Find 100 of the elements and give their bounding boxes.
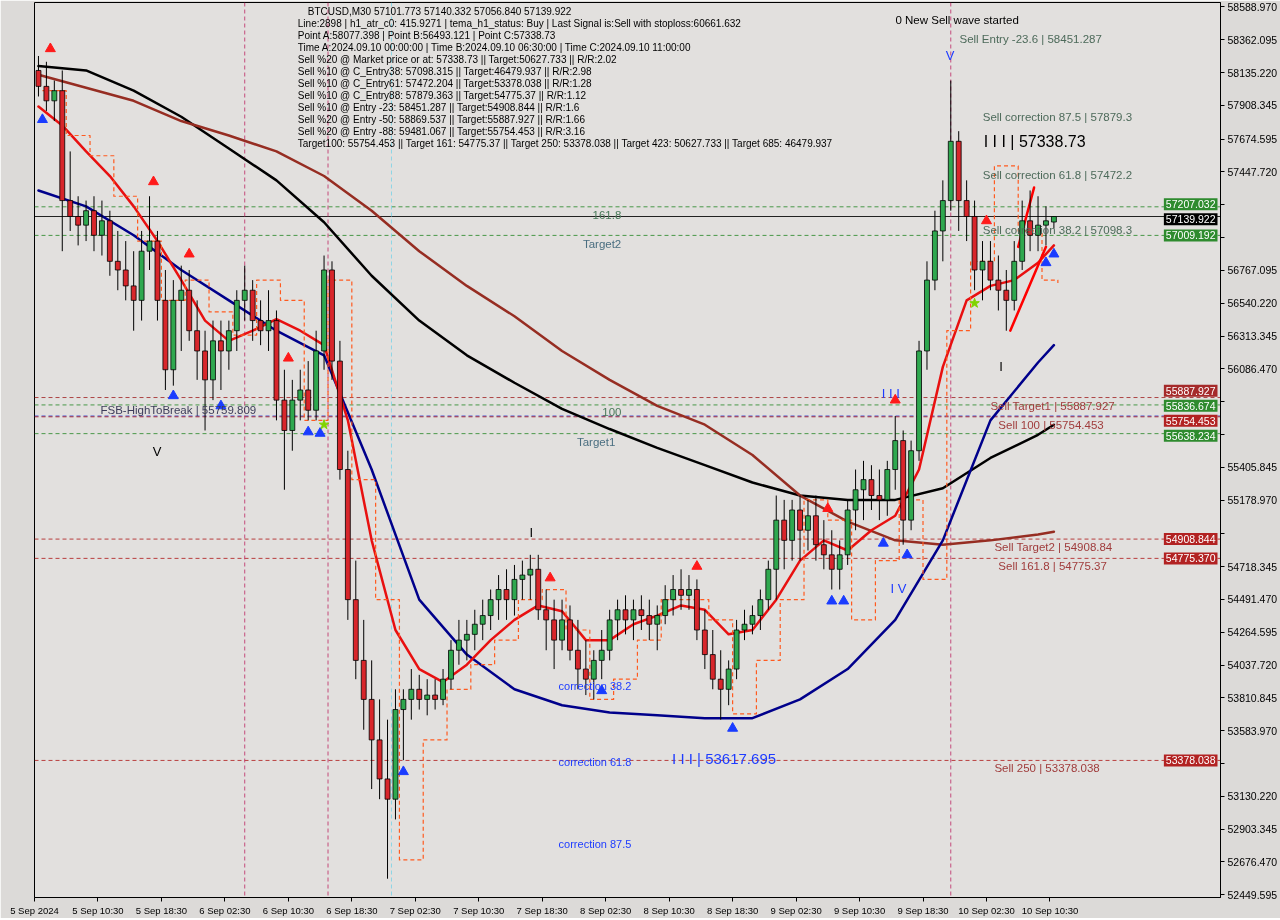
candlestick xyxy=(297,369,304,421)
point xyxy=(838,594,850,605)
x-tick-label: 9 Sep 18:30 xyxy=(897,904,949,916)
candlestick xyxy=(828,529,835,591)
point xyxy=(44,42,56,53)
candlestick xyxy=(305,360,312,421)
annotation: correction 87.5 xyxy=(558,837,632,850)
candlestick xyxy=(995,255,1002,311)
y-tick-label: 52676.470 xyxy=(1227,855,1278,868)
candlestick xyxy=(527,554,534,601)
ref-line-label: 54775.370 xyxy=(1165,552,1216,565)
x-tick-label: 7 Sep 02:30 xyxy=(389,904,441,916)
point xyxy=(302,425,314,436)
annotation: I I I | 53617.695 xyxy=(672,750,777,768)
candlestick xyxy=(241,265,248,322)
ref-line-label: 55754.453 xyxy=(1165,414,1216,427)
candlestick xyxy=(114,230,121,291)
annotation: Sell %10 @ Entry -23: 58451.287 || Target:54908.844 || R/R:1.6 xyxy=(297,102,580,113)
candlestick xyxy=(543,589,550,651)
ref-line-label: 55836.674 xyxy=(1165,399,1216,412)
point xyxy=(691,560,703,570)
candlestick xyxy=(551,599,557,670)
annotation: 100 xyxy=(602,406,622,419)
annotation: Sell %20 @ Entry -50: 58869.537 || Target:55887.927 || R/R:1.66 xyxy=(297,114,586,125)
candlestick xyxy=(598,629,605,680)
y-tick-label: 56767.095 xyxy=(1227,264,1278,277)
y-tick-label: 56086.470 xyxy=(1227,362,1278,375)
annotation: Sell Entry -23.6 | 58451.287 xyxy=(959,33,1102,46)
y-tick-label: 52903.345 xyxy=(1227,823,1278,836)
candlestick xyxy=(654,604,661,651)
ref-line-label: 53378.038 xyxy=(1165,754,1216,767)
annotation: Sell correction 87.5 | 57879.3 xyxy=(982,111,1133,124)
y-tick-label: 57908.345 xyxy=(1227,99,1278,112)
y-tick-label: 53130.220 xyxy=(1227,790,1278,803)
x-tick-label: 7 Sep 18:30 xyxy=(516,904,568,916)
x-tick-label: 7 Sep 10:30 xyxy=(453,904,505,916)
y-tick-label: 55405.845 xyxy=(1227,461,1278,474)
candlestick xyxy=(646,599,653,641)
candlestick xyxy=(416,674,423,711)
point xyxy=(544,571,556,582)
y-tick-label: 53583.970 xyxy=(1227,724,1278,737)
candlestick xyxy=(725,659,732,706)
candlestick xyxy=(781,499,788,570)
annotation: Sell 100 | 55754.453 xyxy=(998,418,1104,431)
x-tick-label: 5 Sep 18:30 xyxy=(135,904,188,916)
y-tick-label: 54037.720 xyxy=(1227,659,1278,672)
x-tick-label: 6 Sep 18:30 xyxy=(326,904,378,916)
ref-line-label: 57207.032 xyxy=(1165,198,1216,211)
annotation: Target100: 55754.453 || Target 161: 54775.37 || Target 250: 53378.038 || Target 423: 50627.733 || Target 685: 46479.937 xyxy=(297,138,833,149)
x-tick-label: 8 Sep 10:30 xyxy=(643,904,695,916)
annotation: Target1 xyxy=(576,436,616,449)
annotation: Sell 161.8 | 54775.37 xyxy=(998,560,1107,573)
candlestick xyxy=(424,678,431,716)
candlestick xyxy=(741,609,748,641)
x-tick-label: 5 Sep 10:30 xyxy=(72,904,124,916)
candlestick xyxy=(670,574,676,617)
annotation: I xyxy=(999,358,1003,374)
y-tick-label: 52449.595 xyxy=(1227,888,1278,901)
point xyxy=(167,389,179,400)
y-tick-label: 58588.970 xyxy=(1227,0,1278,13)
annotation: Sell %20 @ Entry -88: 59481.067 || Target:55754.453 || R/R:3.16 xyxy=(297,126,586,137)
point xyxy=(822,502,834,512)
annotation: V xyxy=(152,444,162,460)
point xyxy=(183,247,195,258)
x-tick-label: 10 Sep 02:30 xyxy=(958,904,1015,916)
candlestick xyxy=(432,678,438,711)
point xyxy=(397,765,409,776)
annotation: Time A:2024.09.10 00:00:00 | Time B:2024.09.10 06:30:00 | Time C:2024.09.10 11:00:00 xyxy=(297,42,691,53)
annotation: correction 61.8 xyxy=(558,756,632,768)
candlestick xyxy=(226,320,232,371)
y-tick-label: 56540.220 xyxy=(1227,297,1278,310)
x-tick-label: 5 Sep 2024 xyxy=(10,904,59,916)
y-tick-label: 57447.720 xyxy=(1227,166,1278,178)
x-tick-label: 8 Sep 18:30 xyxy=(706,904,759,916)
candlestick xyxy=(678,568,684,611)
point xyxy=(901,548,913,559)
point xyxy=(318,419,330,430)
y-tick-label: 54491.470 xyxy=(1227,593,1278,606)
annotation: Sell correction 61.8 | 57472.2 xyxy=(982,168,1133,181)
x-tick-label: 10 Sep 10:30 xyxy=(1021,904,1079,916)
point xyxy=(314,427,326,437)
candlestick xyxy=(408,668,415,721)
candlestick xyxy=(122,240,129,301)
ref-line-label: 55638.234 xyxy=(1165,429,1216,442)
annotation: Sell %10 @ C_Entry38: 57098.315 || Target:46479.937 || R/R:2.98 xyxy=(297,66,593,77)
annotation: Target2 xyxy=(582,237,622,250)
ref-line-label: 57009.192 xyxy=(1165,229,1216,242)
y-tick-label: 54718.345 xyxy=(1227,560,1278,573)
annotation: Line:2898 | h1_atr_c0: 415.9271 | tema_h1_status: Buy | Last Signal is:Sell with stoploss:60661.632 xyxy=(297,18,742,29)
annotation: V xyxy=(945,47,955,63)
ref-line-label: 55887.927 xyxy=(1165,384,1216,397)
annotation: 0 New Sell wave started xyxy=(895,14,1019,27)
point xyxy=(826,594,838,605)
point xyxy=(980,214,992,225)
x-tick-label: 9 Sep 02:30 xyxy=(770,904,822,916)
point xyxy=(1048,247,1060,258)
y-tick-label: 58135.220 xyxy=(1227,66,1278,79)
candlestick xyxy=(836,539,843,591)
annotation: Point A:58077.398 | Point B:56493.121 | Point C:57338.73 xyxy=(297,30,556,41)
x-tick-label: 8 Sep 02:30 xyxy=(580,904,632,916)
